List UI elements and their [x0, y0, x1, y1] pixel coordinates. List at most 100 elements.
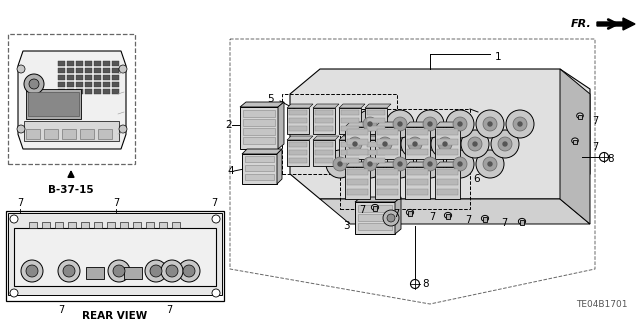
Bar [367, 150, 385, 155]
Circle shape [338, 162, 342, 166]
Circle shape [413, 142, 417, 146]
Bar [112, 89, 119, 94]
Circle shape [166, 265, 178, 277]
Circle shape [393, 157, 407, 171]
Polygon shape [435, 122, 465, 127]
Polygon shape [242, 149, 282, 154]
Circle shape [161, 260, 183, 282]
Bar [315, 158, 333, 163]
Ellipse shape [406, 209, 413, 215]
Text: 6: 6 [473, 174, 479, 184]
Bar [367, 118, 385, 123]
Bar [58, 89, 65, 94]
Bar [339, 140, 361, 166]
Bar [437, 139, 458, 145]
Bar [341, 142, 359, 147]
Text: 7: 7 [393, 209, 399, 219]
Bar [85, 68, 92, 73]
Circle shape [348, 137, 362, 151]
Bar [375, 127, 400, 159]
Bar [289, 142, 307, 147]
Circle shape [476, 110, 504, 138]
Polygon shape [277, 149, 282, 184]
Bar [573, 140, 577, 144]
Bar [85, 61, 92, 66]
Bar [287, 108, 309, 134]
Circle shape [398, 122, 402, 126]
Bar [377, 149, 398, 155]
Polygon shape [278, 102, 284, 149]
Polygon shape [313, 104, 339, 108]
Circle shape [423, 117, 437, 131]
Circle shape [488, 122, 492, 126]
Circle shape [446, 150, 474, 178]
Polygon shape [560, 69, 590, 224]
Bar [339, 108, 361, 134]
Polygon shape [345, 162, 375, 167]
Polygon shape [375, 162, 405, 167]
Text: REAR VIEW: REAR VIEW [83, 311, 148, 319]
Bar [243, 119, 275, 126]
Circle shape [506, 110, 534, 138]
Bar [242, 154, 277, 184]
Bar [55, 222, 63, 228]
Bar [26, 129, 40, 139]
Bar [67, 61, 74, 66]
Circle shape [443, 142, 447, 146]
Bar [437, 179, 458, 185]
Bar [373, 206, 377, 211]
Polygon shape [287, 136, 313, 140]
Bar [58, 82, 65, 87]
Polygon shape [365, 104, 391, 108]
Bar [377, 139, 398, 145]
Bar [520, 220, 524, 225]
Bar [172, 222, 180, 228]
Circle shape [63, 265, 75, 277]
Polygon shape [345, 122, 375, 127]
Circle shape [518, 122, 522, 126]
Bar [159, 222, 167, 228]
Ellipse shape [572, 138, 579, 144]
Bar [579, 115, 582, 119]
Bar [98, 129, 112, 139]
Bar [407, 179, 428, 185]
Circle shape [178, 260, 200, 282]
Circle shape [483, 117, 497, 131]
Circle shape [58, 260, 80, 282]
Circle shape [212, 289, 220, 297]
Bar [44, 129, 58, 139]
Bar [94, 222, 102, 228]
Bar [8, 213, 222, 295]
Bar [243, 137, 275, 144]
Bar [103, 89, 110, 94]
Ellipse shape [577, 113, 583, 118]
Bar [347, 149, 368, 155]
Polygon shape [287, 104, 313, 108]
Bar [377, 129, 398, 135]
Polygon shape [395, 197, 401, 234]
Bar [112, 75, 119, 80]
Circle shape [458, 122, 462, 126]
Bar [289, 158, 307, 163]
Circle shape [446, 110, 474, 138]
Bar [407, 169, 428, 175]
Bar [341, 126, 359, 131]
Bar [407, 149, 428, 155]
Bar [289, 118, 307, 123]
Circle shape [476, 150, 504, 178]
Circle shape [119, 125, 127, 133]
Circle shape [503, 142, 507, 146]
Circle shape [387, 214, 395, 222]
Text: 1: 1 [495, 52, 502, 62]
Bar [407, 129, 428, 135]
Text: 3: 3 [344, 221, 350, 231]
Bar [86, 267, 104, 279]
Circle shape [383, 210, 399, 226]
Circle shape [368, 122, 372, 126]
Polygon shape [355, 197, 401, 202]
Bar [405, 127, 430, 159]
Text: 7: 7 [166, 305, 172, 315]
Bar [62, 129, 76, 139]
Polygon shape [290, 69, 590, 199]
Bar [103, 61, 110, 66]
